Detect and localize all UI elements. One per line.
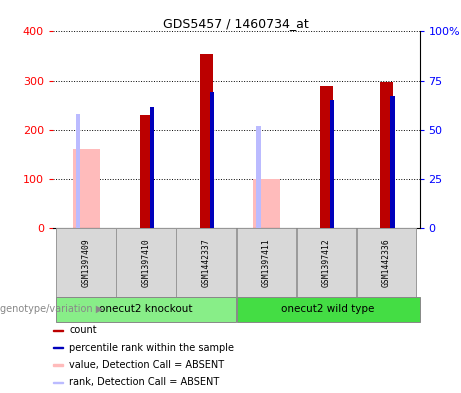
- Text: GSM1397412: GSM1397412: [322, 238, 331, 287]
- Bar: [253, 179, 280, 228]
- Text: genotype/variation ▶: genotype/variation ▶: [0, 305, 103, 314]
- Text: GSM1397410: GSM1397410: [142, 238, 151, 287]
- Bar: [56, 228, 116, 297]
- Text: GSM1442336: GSM1442336: [382, 238, 391, 287]
- Text: value, Detection Call = ABSENT: value, Detection Call = ABSENT: [69, 360, 224, 370]
- Bar: [53, 347, 63, 348]
- Bar: [330, 100, 335, 228]
- Bar: [53, 330, 63, 331]
- Text: onecut2 wild type: onecut2 wild type: [281, 305, 375, 314]
- Bar: [236, 228, 296, 297]
- Bar: [140, 115, 153, 228]
- Text: GSM1397409: GSM1397409: [82, 238, 90, 287]
- Bar: [53, 364, 63, 365]
- Text: GSM1397411: GSM1397411: [262, 238, 271, 287]
- Bar: [357, 228, 416, 297]
- Bar: [72, 149, 100, 228]
- Text: onecut2 knockout: onecut2 knockout: [100, 305, 193, 314]
- Title: GDS5457 / 1460734_at: GDS5457 / 1460734_at: [163, 17, 309, 30]
- Bar: [296, 228, 356, 297]
- Text: percentile rank within the sample: percentile rank within the sample: [69, 343, 234, 353]
- Bar: [76, 114, 80, 228]
- Bar: [200, 53, 213, 228]
- Bar: [256, 126, 260, 228]
- Bar: [390, 96, 395, 228]
- Text: count: count: [69, 325, 97, 335]
- Bar: [236, 297, 420, 322]
- Bar: [210, 92, 214, 228]
- Bar: [177, 228, 236, 297]
- Bar: [320, 86, 333, 228]
- Bar: [150, 107, 154, 228]
- Text: rank, Detection Call = ABSENT: rank, Detection Call = ABSENT: [69, 377, 219, 387]
- Bar: [53, 382, 63, 383]
- Bar: [56, 297, 236, 322]
- Bar: [116, 228, 176, 297]
- Text: GSM1442337: GSM1442337: [202, 238, 211, 287]
- Bar: [380, 82, 393, 228]
